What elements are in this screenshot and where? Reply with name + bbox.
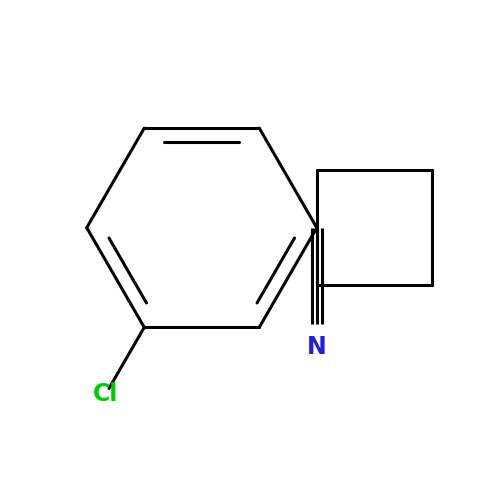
Text: N: N (307, 336, 326, 359)
Text: Cl: Cl (94, 382, 118, 406)
